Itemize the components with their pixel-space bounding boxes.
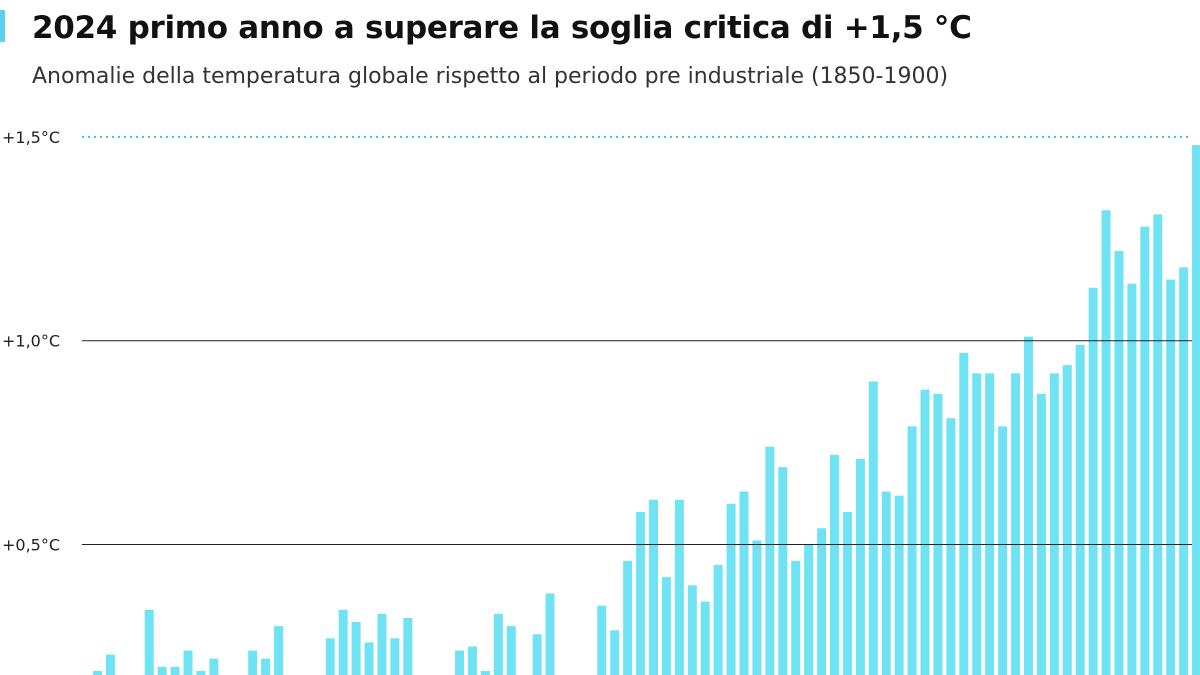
bar (894, 495, 904, 675)
bar (1166, 279, 1176, 675)
bar (325, 638, 335, 675)
bar (467, 646, 477, 675)
bar (985, 373, 995, 675)
bar (998, 426, 1008, 675)
bar (1036, 393, 1046, 675)
bar (933, 393, 943, 675)
bar (1011, 373, 1021, 675)
bar (855, 458, 865, 675)
bar (455, 650, 465, 675)
chart-title: 2024 primo anno a superare la soglia cri… (32, 10, 972, 46)
bar (209, 658, 219, 675)
bar (713, 564, 723, 675)
bar (1049, 373, 1059, 675)
bar (1088, 287, 1098, 675)
bar (338, 609, 348, 675)
bar (157, 666, 167, 675)
bar (1062, 365, 1072, 675)
y-tick-label: +1,5°C (2, 128, 60, 147)
bar (196, 670, 206, 675)
bar (170, 666, 180, 675)
bar (881, 491, 891, 675)
bar (364, 642, 374, 675)
bar (636, 511, 646, 675)
bar (403, 617, 413, 675)
bar (765, 446, 775, 675)
bar (144, 609, 154, 675)
bar (93, 670, 102, 675)
bar (946, 418, 956, 675)
bar (105, 654, 115, 675)
bar (1023, 336, 1033, 675)
bar (700, 601, 710, 675)
bar (1114, 251, 1124, 675)
bar (804, 544, 814, 675)
bar (739, 491, 749, 675)
bar (1192, 145, 1200, 675)
bar (1140, 226, 1150, 675)
bar (610, 630, 620, 675)
bar (674, 499, 684, 675)
bar (907, 426, 917, 675)
bar (726, 503, 736, 675)
bar (261, 658, 271, 675)
bar (623, 560, 633, 675)
bar (1179, 267, 1189, 675)
bar (1075, 344, 1085, 675)
bar (791, 560, 801, 675)
bar (648, 499, 658, 675)
bar (830, 454, 840, 675)
bar (1153, 214, 1163, 675)
bar (351, 622, 361, 675)
bar (248, 650, 258, 675)
bar (1127, 283, 1137, 675)
bar (493, 613, 503, 675)
bar (920, 389, 930, 675)
title-accent-bar (0, 10, 5, 42)
bar (868, 381, 878, 675)
bar (1101, 210, 1111, 675)
bar (597, 605, 607, 675)
bar (506, 626, 516, 675)
bar (480, 670, 490, 675)
bar (377, 613, 387, 675)
bar (842, 511, 852, 675)
bar (752, 540, 762, 675)
bar (545, 593, 555, 675)
bar (390, 638, 400, 675)
bar (532, 634, 542, 675)
bar (778, 467, 788, 675)
bar (959, 352, 969, 675)
bar (183, 650, 193, 675)
bar (687, 585, 697, 675)
y-tick-label: +0,5°C (2, 536, 60, 555)
y-tick-label: +1,0°C (2, 332, 60, 351)
chart-subtitle: Anomalie della temperatura globale rispe… (32, 64, 949, 89)
bar (661, 577, 671, 675)
bar (817, 528, 827, 675)
bar (972, 373, 982, 675)
bar (274, 626, 284, 675)
